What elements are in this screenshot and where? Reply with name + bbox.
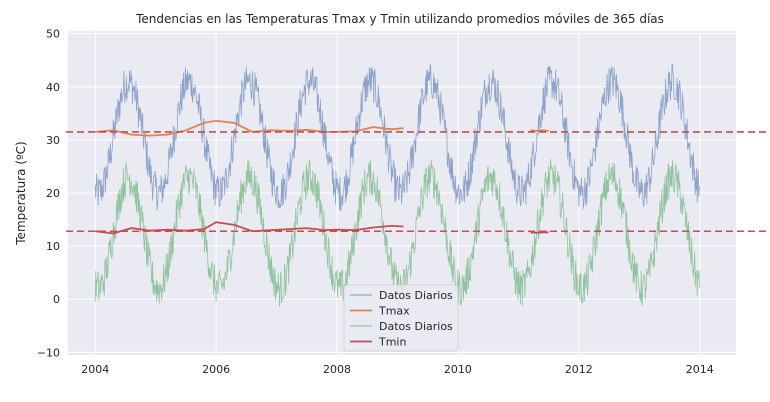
y-tick-label: 40: [46, 81, 60, 94]
legend-label: Datos Diarios: [379, 320, 453, 333]
y-tick-label: 0: [53, 293, 60, 306]
y-tick-label: −10: [37, 346, 60, 359]
x-tick-label: 2004: [81, 363, 109, 376]
series-tmin-segment: [530, 231, 549, 234]
y-tick-label: 10: [46, 240, 60, 253]
legend-label: Tmax: [378, 305, 410, 318]
legend-box: [343, 284, 459, 352]
x-tick-label: 2012: [565, 363, 593, 376]
chart-title: Tendencias en las Temperaturas Tmax y Tm…: [135, 12, 664, 26]
legend-label: Datos Diarios: [379, 289, 453, 302]
tick-labels: 2004 2006 2008 2010 2012 2014 −10 0 10 20 30 40 50: [37, 28, 714, 376]
x-tick-label: 2014: [686, 363, 714, 376]
series-tmax-segment: [530, 129, 549, 132]
x-tick-label: 2006: [202, 363, 230, 376]
y-axis-label: Temperatura (ºC): [14, 141, 28, 245]
y-tick-label: 30: [46, 134, 60, 147]
x-tick-label: 2010: [444, 363, 472, 376]
x-tick-label: 2008: [323, 363, 351, 376]
y-tick-label: 20: [46, 187, 60, 200]
reference-lines: [66, 131, 770, 233]
legend-label: Tmin: [378, 336, 406, 349]
y-tick-label: 50: [46, 28, 60, 41]
legend: Datos Diarios Tmax Datos Diarios Tmin: [343, 284, 459, 352]
series-daily-0: [94, 63, 701, 212]
